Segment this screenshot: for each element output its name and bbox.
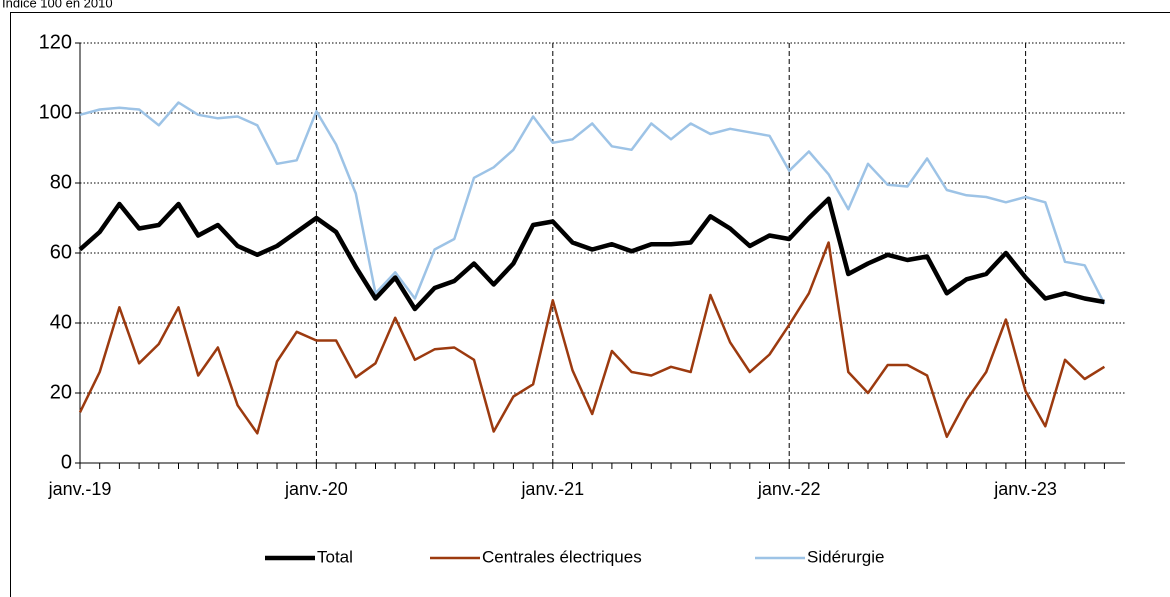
- x-tick-label: janv.-19: [48, 479, 112, 499]
- x-tick-label: janv.-22: [757, 479, 821, 499]
- legend-label: Sidérurgie: [807, 547, 885, 566]
- x-tick-label: janv.-20: [284, 479, 348, 499]
- y-tick-label: 120: [39, 31, 72, 53]
- chart-frame: [10, 12, 1170, 597]
- series-line: [78, 241, 1106, 439]
- legend-label: Centrales électriques: [482, 547, 642, 566]
- chart-subtitle: Indice 100 en 2010: [2, 0, 113, 10]
- y-tick-label: 20: [50, 381, 72, 403]
- y-tick-label: 60: [50, 241, 72, 263]
- y-tick-label: 40: [50, 311, 72, 333]
- x-tick-label: janv.-23: [993, 479, 1057, 499]
- y-tick-label: 0: [61, 451, 72, 473]
- legend-label: Total: [317, 547, 353, 566]
- y-tick-label: 80: [50, 171, 72, 193]
- x-tick-label: janv.-21: [520, 479, 584, 499]
- series-line: [78, 196, 1105, 312]
- y-tick-label: 100: [39, 101, 72, 123]
- series-line: [79, 101, 1106, 305]
